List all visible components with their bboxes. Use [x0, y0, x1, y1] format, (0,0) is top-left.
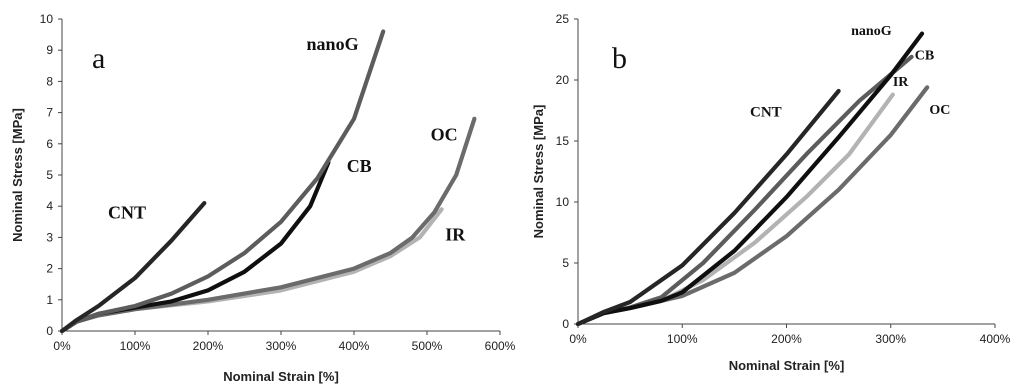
- series-label-cb: CB: [915, 48, 934, 63]
- x-tick-label: 100%: [120, 339, 151, 353]
- x-tick-label: 600%: [485, 339, 516, 353]
- x-tick-label: 0%: [53, 339, 71, 353]
- series-line-nanog: [59, 29, 386, 334]
- y-tick-label: 6: [46, 137, 53, 151]
- series-label-cb: CB: [347, 156, 372, 176]
- y-tick-label: 15: [556, 134, 570, 148]
- x-axis-title: Nominal Strain [%]: [223, 369, 339, 384]
- y-axis-title: Nominal Stress [MPa]: [10, 108, 25, 242]
- y-tick-label: 7: [46, 106, 53, 120]
- x-tick-label: 300%: [875, 332, 906, 346]
- x-tick-label: 300%: [266, 339, 297, 353]
- x-tick-label: 0%: [569, 332, 587, 346]
- y-tick-label: 8: [46, 74, 53, 88]
- y-tick-label: 0: [46, 324, 53, 338]
- y-tick-label: 0: [562, 317, 569, 331]
- series-label-cnt: CNT: [108, 203, 146, 223]
- y-tick-label: 4: [46, 199, 53, 213]
- series-line-nanog: [575, 31, 925, 327]
- x-tick-label: 400%: [980, 332, 1011, 346]
- x-tick-label: 200%: [193, 339, 224, 353]
- y-tick-label: 5: [46, 168, 53, 182]
- y-tick-label: 10: [40, 12, 54, 26]
- series-label-oc: OC: [929, 103, 950, 118]
- series-label-ir: IR: [893, 75, 909, 90]
- y-tick-label: 20: [556, 73, 570, 87]
- panel-letter: b: [612, 42, 627, 75]
- y-tick-label: 9: [46, 43, 53, 57]
- series-line-oc: [575, 85, 930, 327]
- y-tick-label: 1: [46, 293, 53, 307]
- x-tick-label: 100%: [667, 332, 698, 346]
- x-tick-label: 500%: [412, 339, 443, 353]
- y-tick-label: 2: [46, 262, 53, 276]
- y-tick-label: 5: [562, 256, 569, 270]
- series-label-ir: IR: [445, 225, 466, 245]
- y-tick-label: 3: [46, 230, 53, 244]
- panel-letter: a: [92, 42, 105, 75]
- series-label-nanog: nanoG: [851, 24, 892, 39]
- series-line-oc: [59, 116, 477, 334]
- series-line-cnt: [575, 88, 841, 327]
- y-tick-label: 10: [556, 195, 570, 209]
- series-label-oc: OC: [431, 125, 458, 145]
- x-axis-title: Nominal Strain [%]: [729, 358, 845, 373]
- x-tick-label: 400%: [339, 339, 370, 353]
- panel-b: 0% 100% 200% 300% 400% 0 5 10 15 20 25 Nominal Stra…: [531, 12, 1011, 373]
- panel-a: 0% 100% 200% 300% 400% 500% 600% 0 1 2 3 4 5 6 7 8 9 10 No…: [10, 12, 516, 384]
- y-axis-title: Nominal Stress [MPa]: [531, 105, 546, 239]
- y-tick-label: 25: [556, 12, 570, 26]
- series-label-cnt: CNT: [750, 105, 782, 121]
- series-label-nanog: nanoG: [307, 34, 359, 54]
- series-line-cnt: [59, 201, 207, 334]
- series-line-cb: [575, 54, 914, 327]
- x-tick-label: 200%: [771, 332, 802, 346]
